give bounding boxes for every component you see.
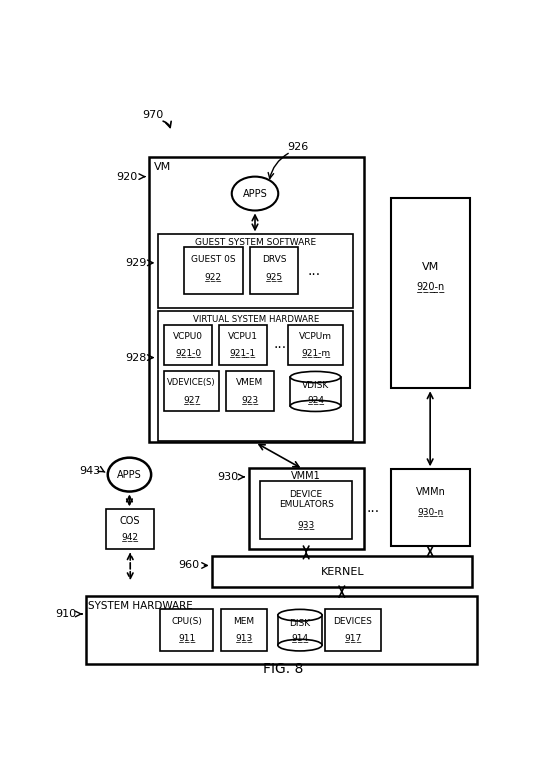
Ellipse shape xyxy=(290,372,341,383)
Text: 970: 970 xyxy=(142,110,163,120)
Text: APPS: APPS xyxy=(243,188,267,198)
Text: 943: 943 xyxy=(79,466,100,476)
Text: VIRTUAL SYSTEM HARDWARE: VIRTUAL SYSTEM HARDWARE xyxy=(193,316,319,324)
Text: VMM1: VMM1 xyxy=(291,471,321,481)
Text: GUEST 0S: GUEST 0S xyxy=(191,255,236,264)
Text: 9̲2̲2̲: 9̲2̲2̲ xyxy=(205,272,222,281)
Text: DRVS: DRVS xyxy=(262,255,286,264)
Text: DEVICE
EMULATORS: DEVICE EMULATORS xyxy=(279,489,333,509)
Ellipse shape xyxy=(232,177,278,211)
Bar xyxy=(226,372,274,411)
Text: 929: 929 xyxy=(125,258,146,268)
Bar xyxy=(251,247,299,293)
Ellipse shape xyxy=(108,457,151,492)
Text: 9̲2̲0̲-̲n̲: 9̲2̲0̲-̲n̲ xyxy=(416,281,445,292)
Text: DISK: DISK xyxy=(289,619,311,627)
Bar xyxy=(86,596,477,664)
Text: 9̲1̲1̲: 9̲1̲1̲ xyxy=(178,633,195,643)
Ellipse shape xyxy=(278,640,322,651)
Text: 9̲2̲7̲: 9̲2̲7̲ xyxy=(183,394,200,404)
Bar xyxy=(325,610,380,651)
Text: 928: 928 xyxy=(125,352,146,362)
Text: ...: ... xyxy=(366,501,379,515)
Text: COS: COS xyxy=(120,516,140,525)
Text: VCPU0: VCPU0 xyxy=(173,332,203,342)
Text: 9̲2̲1̲-̲1̲: 9̲2̲1̲-̲1̲ xyxy=(230,349,256,358)
Text: 9̲4̲2̲: 9̲4̲2̲ xyxy=(122,532,139,542)
Bar xyxy=(158,234,353,307)
Bar xyxy=(391,198,470,388)
Bar xyxy=(164,372,219,411)
Text: SYSTEM HARDWARE: SYSTEM HARDWARE xyxy=(88,601,193,611)
Text: ...: ... xyxy=(307,264,321,277)
Text: 9̲3̲0̲-̲n̲: 9̲3̲0̲-̲n̲ xyxy=(417,507,444,516)
Text: VCPUm: VCPUm xyxy=(299,332,332,342)
Text: 960: 960 xyxy=(178,561,199,571)
Text: ...: ... xyxy=(273,338,286,352)
Ellipse shape xyxy=(278,610,322,621)
Bar xyxy=(278,615,322,645)
Text: 9̲1̲3̲: 9̲1̲3̲ xyxy=(236,633,253,643)
Bar xyxy=(219,326,267,365)
Text: VDISK: VDISK xyxy=(302,381,329,390)
Text: DEVICES: DEVICES xyxy=(333,617,372,626)
Text: 9̲2̲1̲-̲m̲: 9̲2̲1̲-̲m̲ xyxy=(301,349,330,358)
Bar xyxy=(164,326,213,365)
Text: APPS: APPS xyxy=(117,470,142,480)
Text: 9̲2̲3̲: 9̲2̲3̲ xyxy=(241,394,258,404)
Text: 9̲3̲3̲: 9̲3̲3̲ xyxy=(298,520,315,529)
Text: GUEST SYSTEM SOFTWARE: GUEST SYSTEM SOFTWARE xyxy=(195,238,316,247)
Text: 9̲2̲4̲: 9̲2̲4̲ xyxy=(307,394,324,404)
Text: FIG. 8: FIG. 8 xyxy=(263,663,303,676)
Bar xyxy=(290,377,341,406)
Bar xyxy=(261,481,352,538)
Bar xyxy=(213,556,472,587)
Bar xyxy=(184,247,242,293)
Text: VMMn: VMMn xyxy=(416,487,445,497)
Text: 9̲1̲4̲: 9̲1̲4̲ xyxy=(291,633,309,643)
Text: 926: 926 xyxy=(287,142,308,152)
Text: 9̲1̲7̲: 9̲1̲7̲ xyxy=(344,633,361,643)
Text: 910: 910 xyxy=(56,609,77,619)
Text: KERNEL: KERNEL xyxy=(320,567,364,577)
Text: 920: 920 xyxy=(116,172,137,182)
Text: VM: VM xyxy=(154,162,172,172)
Ellipse shape xyxy=(290,401,341,411)
Bar xyxy=(288,326,343,365)
Text: VDEVICE(S): VDEVICE(S) xyxy=(167,378,216,388)
Text: VM: VM xyxy=(422,263,439,273)
Text: 930: 930 xyxy=(217,472,238,482)
Bar xyxy=(149,157,364,442)
Text: VCPU1: VCPU1 xyxy=(227,332,258,342)
Bar xyxy=(221,610,267,651)
Text: CPU(S): CPU(S) xyxy=(171,617,202,626)
Text: 9̲2̲1̲-̲0̲: 9̲2̲1̲-̲0̲ xyxy=(176,349,201,358)
Bar xyxy=(106,509,154,549)
Bar xyxy=(158,311,353,440)
Bar xyxy=(161,610,213,651)
Bar xyxy=(249,468,364,548)
Text: MEM: MEM xyxy=(233,617,254,626)
Bar xyxy=(391,470,470,546)
Text: 9̲2̲5̲: 9̲2̲5̲ xyxy=(266,272,283,281)
Text: VMEM: VMEM xyxy=(236,378,263,388)
